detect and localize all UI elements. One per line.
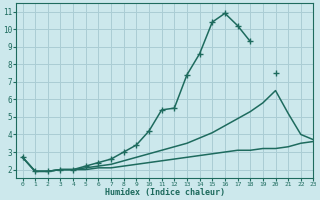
X-axis label: Humidex (Indice chaleur): Humidex (Indice chaleur) bbox=[105, 188, 225, 197]
